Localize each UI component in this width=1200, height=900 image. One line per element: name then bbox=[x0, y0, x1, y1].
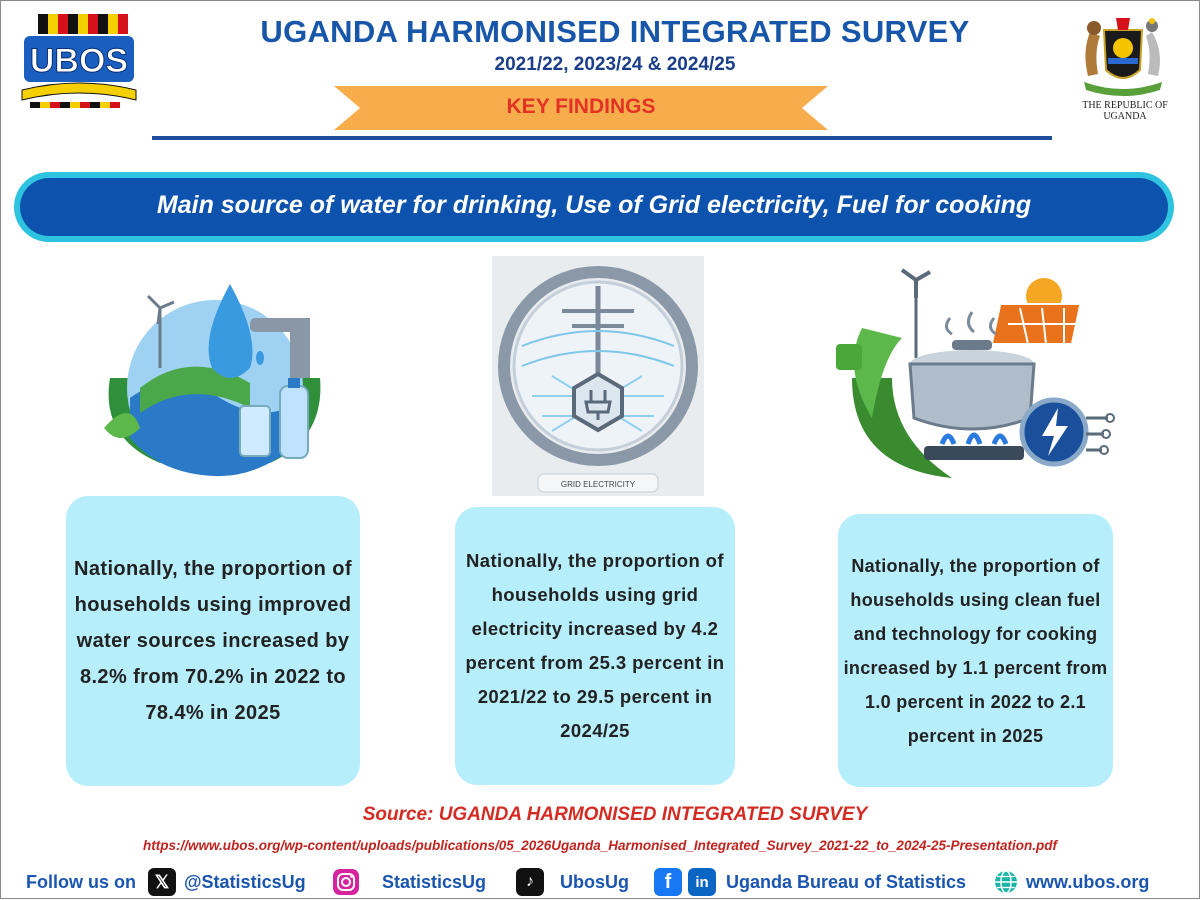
page-title: UGANDA HARMONISED INTEGRATED SURVEY bbox=[260, 14, 970, 49]
cooking-finding-card: Nationally, the proportion of households… bbox=[838, 514, 1113, 787]
facebook-icon: f bbox=[654, 868, 682, 896]
website-link[interactable]: www.ubos.org bbox=[994, 864, 1149, 900]
ubos-logo: UBOS bbox=[21, 14, 137, 108]
key-findings-ribbon bbox=[334, 86, 828, 130]
x-handle: @StatisticsUg bbox=[184, 871, 306, 892]
instagram-social-link[interactable]: StatisticsUg bbox=[332, 864, 486, 900]
facebook-linkedin-name: Uganda Bureau of Statistics bbox=[726, 871, 967, 892]
grid-electricity-icon: GRID ELECTRICITY bbox=[492, 256, 704, 496]
topic-banner bbox=[20, 178, 1168, 236]
key-findings-label: KEY FINDINGS bbox=[506, 95, 656, 118]
instagram-handle: StatisticsUg bbox=[382, 871, 487, 892]
tiktok-icon: ♪ bbox=[516, 868, 544, 896]
follow-us-label-group: Follow us on bbox=[26, 864, 136, 900]
website-url: www.ubos.org bbox=[1026, 871, 1150, 892]
follow-us-label: Follow us on bbox=[26, 871, 136, 892]
electricity-finding-card: Nationally, the proportion of households… bbox=[455, 507, 735, 785]
page-subtitle: 2021/22, 2023/24 & 2024/25 bbox=[494, 54, 736, 75]
globe-icon bbox=[995, 870, 1017, 894]
coat-of-arms-caption: THE REPUBLIC OF UGANDA bbox=[1082, 100, 1168, 122]
source-url-link[interactable]: https://www.ubos.org/wp-content/uploads/… bbox=[143, 838, 1057, 853]
linkedin-icon: in bbox=[688, 868, 716, 896]
x-icon: 𝕏 bbox=[148, 868, 176, 896]
x-social-link[interactable]: 𝕏 @StatisticsUg bbox=[148, 864, 306, 900]
water-finding-text: Nationally, the proportion of households… bbox=[74, 558, 352, 724]
facebook-linkedin-social-link[interactable]: f in Uganda Bureau of Statistics bbox=[654, 864, 966, 900]
tiktok-social-link[interactable]: ♪ UbosUg bbox=[516, 864, 629, 900]
water-finding-card: Nationally, the proportion of households… bbox=[66, 496, 360, 786]
coat-of-arms-icon bbox=[1084, 18, 1162, 96]
cooking-finding-text: Nationally, the proportion of households… bbox=[843, 555, 1108, 746]
grid-electricity-caption: GRID ELECTRICITY bbox=[561, 480, 636, 489]
tiktok-handle: UbosUg bbox=[560, 871, 629, 892]
header-divider bbox=[152, 136, 1052, 140]
electricity-finding-text: Nationally, the proportion of households… bbox=[465, 550, 725, 741]
ubos-logo-text: UBOS bbox=[30, 42, 128, 80]
topic-banner-text: Main source of water for drinking, Use o… bbox=[156, 191, 1032, 219]
instagram-icon bbox=[333, 869, 359, 895]
source-note: Source: UGANDA HARMONISED INTEGRATED SUR… bbox=[362, 804, 868, 825]
water-icon bbox=[104, 284, 321, 477]
clean-cooking-icon bbox=[836, 268, 1115, 478]
